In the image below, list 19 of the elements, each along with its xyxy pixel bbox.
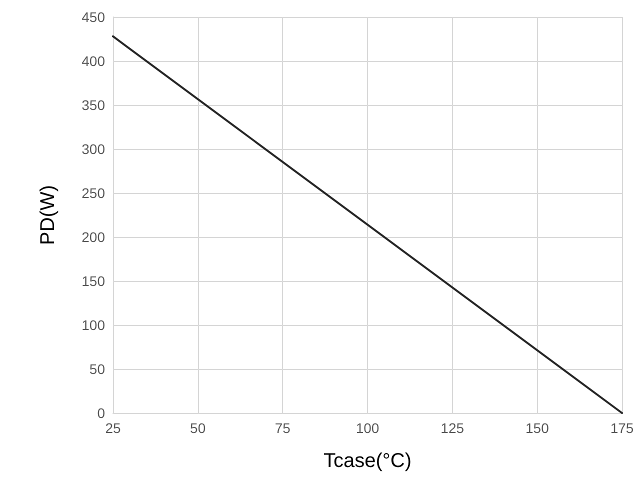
y-tick-label: 350 <box>82 97 106 113</box>
x-tick-label: 50 <box>190 420 206 436</box>
x-tick-label: 25 <box>105 420 121 436</box>
y-tick-label: 300 <box>82 141 106 157</box>
x-tick-label: 125 <box>440 420 464 436</box>
y-tick-label: 250 <box>82 185 106 201</box>
y-tick-label: 450 <box>82 9 106 25</box>
y-tick-label: 400 <box>82 53 106 69</box>
y-tick-label: 200 <box>82 229 106 245</box>
x-axis-title: Tcase(°C) <box>323 450 412 472</box>
y-tick-label: 100 <box>82 317 106 333</box>
x-tick-label: 175 <box>610 420 634 436</box>
y-tick-label: 0 <box>97 405 106 421</box>
y-tick-label: 150 <box>82 273 106 289</box>
x-tick-label: 100 <box>356 420 380 436</box>
y-axis-title: PD(W) <box>37 185 59 245</box>
x-tick-label: 75 <box>274 420 291 436</box>
y-tick-label: 50 <box>89 361 106 377</box>
x-tick-label: 150 <box>525 420 550 436</box>
